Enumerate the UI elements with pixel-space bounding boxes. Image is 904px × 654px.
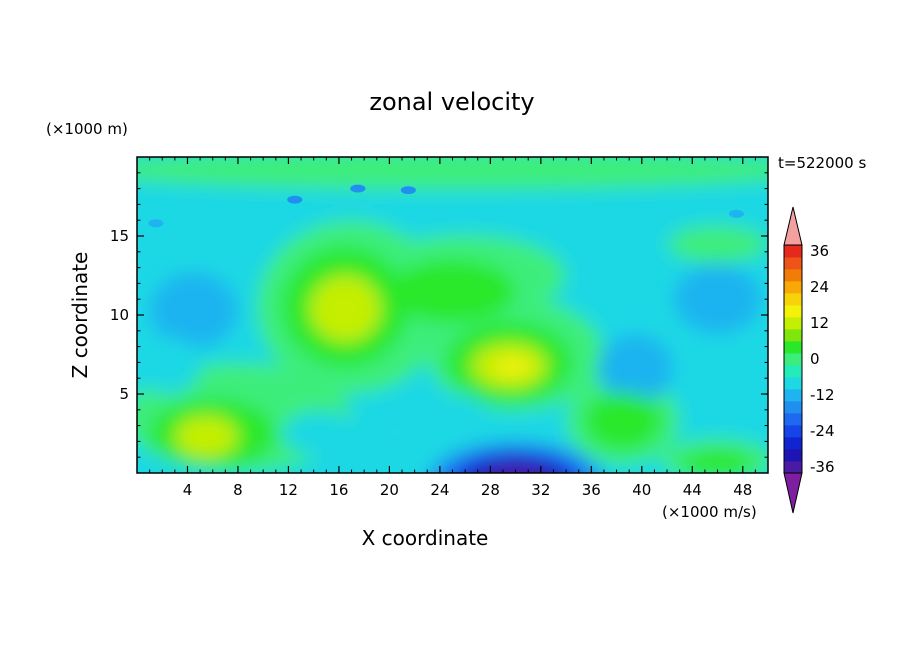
x-tick-label: 8 <box>233 481 243 499</box>
x-tick-label: 12 <box>279 481 298 499</box>
colorbar-tick-label: 0 <box>810 350 820 368</box>
x-tick-label: 44 <box>683 481 702 499</box>
velocity-field <box>137 157 768 473</box>
field-blob <box>585 392 661 450</box>
y-axis-label: Z coordinate <box>68 251 92 379</box>
colorbar-swatch <box>784 281 802 294</box>
colorbar-swatch <box>784 257 802 270</box>
field-blob <box>137 337 201 394</box>
colorbar-swatch <box>784 245 802 258</box>
colorbar: 36 24 12 0 -12 -24 -36 <box>783 206 835 514</box>
field-speckle <box>148 219 164 228</box>
colorbar-swatch <box>784 341 802 354</box>
x-tick-label: 36 <box>582 481 601 499</box>
colorbar-swatch <box>784 293 802 306</box>
colorbar-swatch <box>784 461 802 474</box>
colorbar-min-arrow <box>783 472 803 514</box>
colorbar-swatch <box>784 425 802 438</box>
x-tick-label: 4 <box>183 481 193 499</box>
y-tick-label: 15 <box>110 227 129 245</box>
colorbar-swatch <box>784 389 802 402</box>
field-blob <box>682 450 753 473</box>
field-speckle <box>287 195 303 204</box>
field-blob <box>282 411 358 456</box>
colorbar-swatch <box>784 329 802 342</box>
field-speckle <box>400 186 416 195</box>
colorbar-swatch <box>784 305 802 318</box>
x-axis-label: X coordinate <box>361 526 489 550</box>
colorbar-swatch <box>784 269 802 282</box>
colorbar-swatch <box>784 413 802 426</box>
colorbar-tick-label: 12 <box>810 314 829 332</box>
colorbar-swatch <box>784 317 802 330</box>
field-speckle <box>388 427 404 436</box>
field-speckle <box>350 184 366 193</box>
chart-title: zonal velocity <box>369 88 535 116</box>
time-stamp: t=522000 s <box>778 154 867 172</box>
colorbar-unit: (×1000 m/s) <box>662 503 757 521</box>
x-tick-label: 20 <box>380 481 399 499</box>
field-blob <box>389 259 516 323</box>
x-tick-label: 40 <box>632 481 651 499</box>
colorbar-swatch <box>784 449 802 462</box>
field-blob <box>469 458 562 473</box>
field-speckle <box>728 209 745 218</box>
y-axis-unit: (×1000 m) <box>46 120 128 138</box>
x-tick-label: 48 <box>733 481 752 499</box>
colorbar-tick-label: -12 <box>810 386 835 404</box>
x-tick-label: 28 <box>481 481 500 499</box>
colorbar-max-arrow <box>783 206 803 246</box>
colorbar-swatch <box>784 365 802 378</box>
x-tick-label: 24 <box>430 481 449 499</box>
field-blob <box>667 224 768 263</box>
colorbar-tick-label: -24 <box>810 422 835 440</box>
y-axis-ticks: 5 10 15 <box>110 172 768 458</box>
y-tick-label: 10 <box>110 306 129 324</box>
colorbar-swatch <box>784 437 802 450</box>
field-blob <box>494 357 533 377</box>
field-blob <box>137 157 768 191</box>
colorbar-swatch <box>784 401 802 414</box>
y-tick-label: 5 <box>119 385 129 403</box>
field-blob <box>149 272 238 349</box>
field-blob <box>309 275 381 342</box>
field-blob <box>174 416 238 458</box>
field-blob <box>597 333 674 404</box>
field-blob <box>389 392 491 443</box>
colorbar-tick-label: 36 <box>810 242 829 260</box>
colorbar-tick-label: -36 <box>810 458 835 476</box>
colorbar-swatch <box>784 377 802 390</box>
colorbar-swatch <box>784 353 802 366</box>
field-layers <box>137 157 768 473</box>
x-axis-ticks: 4 8 12 16 20 24 28 32 36 40 44 48 <box>149 157 756 499</box>
field-blob <box>673 264 762 334</box>
colorbar-tick-label: 24 <box>810 278 829 296</box>
x-tick-label: 32 <box>531 481 550 499</box>
x-tick-label: 16 <box>329 481 348 499</box>
